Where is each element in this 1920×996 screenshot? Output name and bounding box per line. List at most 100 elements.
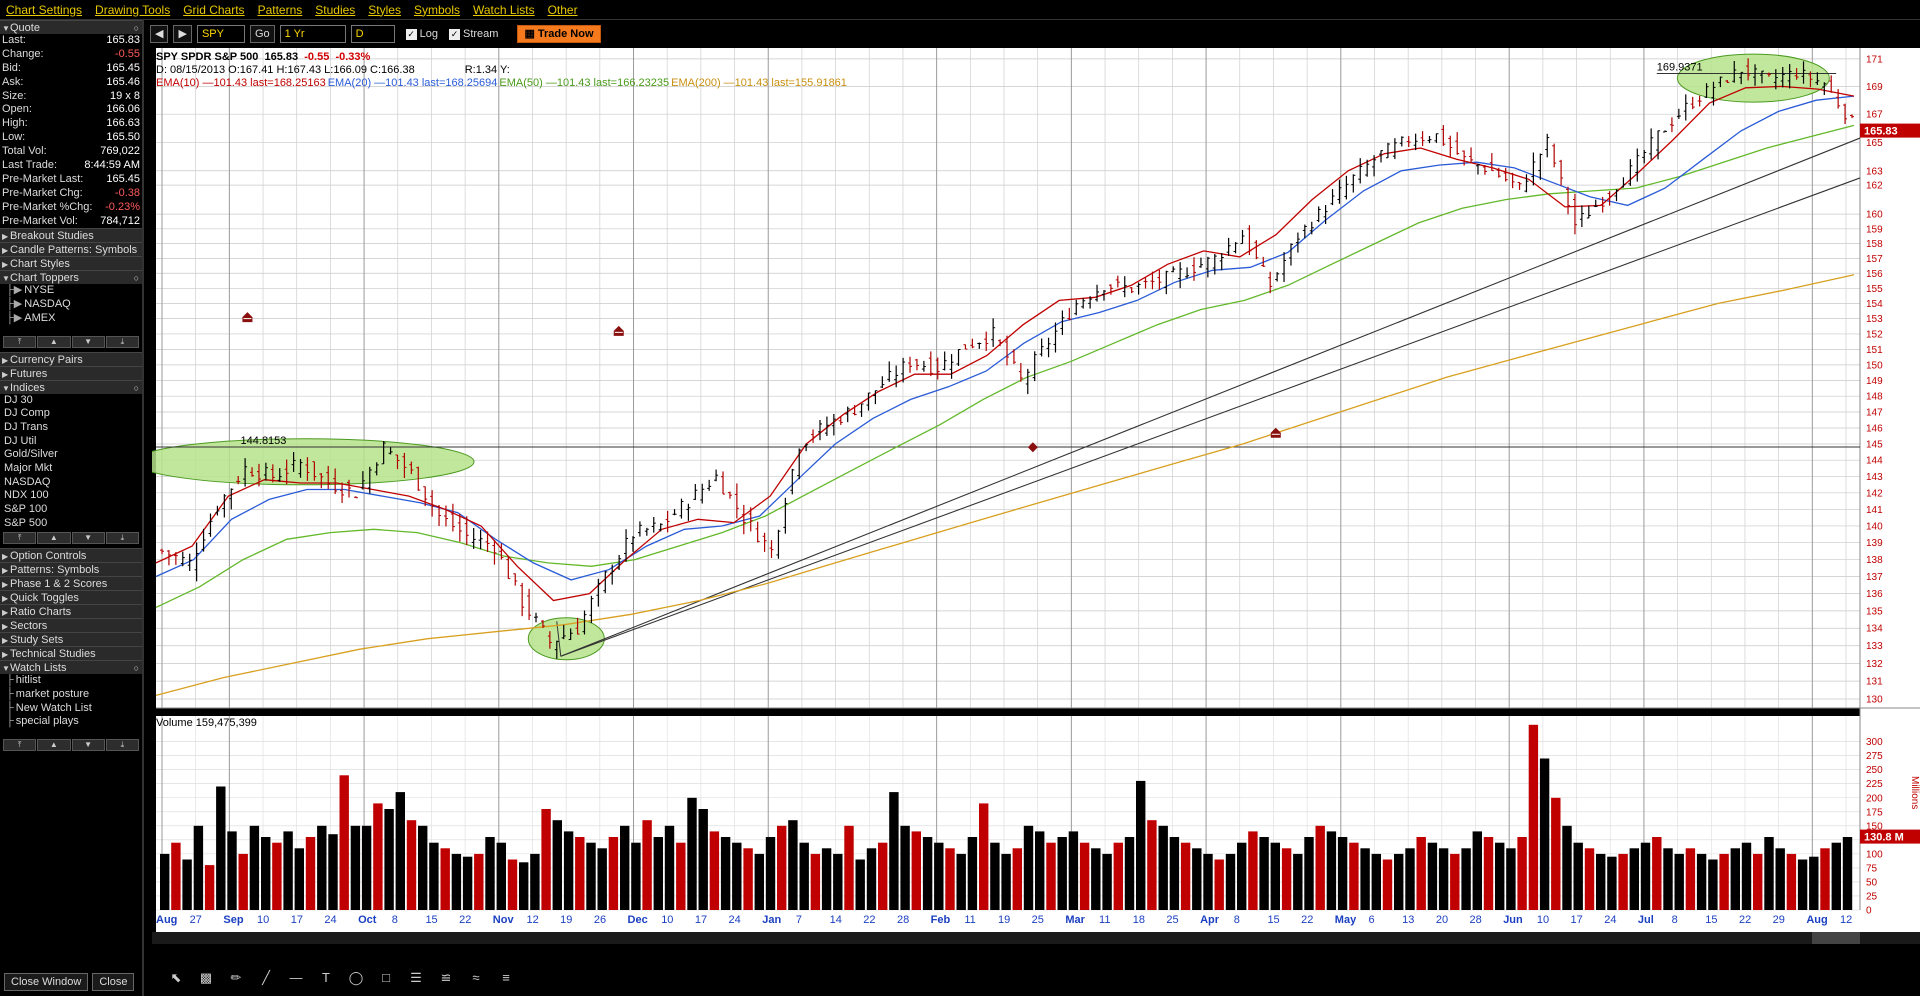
section-item[interactable]: ▶ Chart Styles (0, 256, 142, 271)
menu-item[interactable]: Studies (315, 2, 356, 17)
section-item[interactable]: ▶ Ratio Charts (0, 604, 142, 619)
section-indices[interactable]: ▼Indices ○ (0, 379, 142, 394)
trade-now-button[interactable]: ▦ Trade Now (517, 25, 601, 43)
index-item[interactable]: DJ Util (4, 434, 37, 447)
volume-bar (1057, 837, 1067, 910)
list-nav-button[interactable]: ⤒ (3, 532, 37, 545)
topper-item[interactable]: ├▶ AMEX (0, 312, 142, 326)
volume-bar (1741, 842, 1752, 910)
menu-item[interactable]: Other (547, 2, 578, 17)
section-chart-toppers[interactable]: ▼Chart Toppers ○ (0, 270, 142, 285)
volume-bar (1203, 853, 1213, 910)
quote-label: Size: (2, 89, 27, 102)
interval-select[interactable]: D (350, 25, 395, 43)
topper-item[interactable]: ├▶ NYSE (0, 284, 142, 298)
watch-list-item[interactable]: ├ hitlist (0, 674, 142, 688)
section-item[interactable]: ▶ Technical Studies (0, 646, 142, 661)
options-icon[interactable]: ○ (133, 273, 139, 284)
stream-checkbox[interactable]: ✓ Stream (448, 28, 499, 40)
ellipse-icon[interactable]: ◯ (348, 970, 364, 985)
menu-item[interactable]: Patterns (257, 2, 303, 17)
text-icon[interactable]: T (322, 970, 330, 985)
price-tick-label: 151 (1866, 345, 1883, 356)
section-item[interactable]: ▶ Breakout Studies (0, 228, 142, 243)
lines-icon[interactable]: ≡ (502, 970, 510, 985)
price-chart[interactable]: 1711691671651631621601591581571561551541… (152, 48, 1920, 996)
right-axis (1860, 48, 1920, 918)
last-price-box (1860, 123, 1920, 138)
go-button[interactable]: Go (249, 25, 275, 43)
cursor-icon[interactable]: ⬉ (170, 970, 182, 985)
fib-icon[interactable]: ☰ (410, 970, 422, 985)
symbol-input[interactable]: SPY (196, 25, 245, 43)
list-nav-button[interactable]: ▲ (37, 739, 71, 752)
index-item[interactable]: DJ Comp (4, 407, 50, 420)
line-icon[interactable]: ╱ (262, 970, 270, 985)
fan-icon[interactable]: ≈ (472, 970, 480, 985)
section-item[interactable]: ▶ Quick Toggles (0, 590, 142, 605)
index-item[interactable]: DJ 30 (4, 393, 33, 406)
list-nav-button[interactable]: ⤓ (105, 532, 139, 545)
list-nav-button[interactable]: ▲ (37, 532, 71, 545)
volume-bar (1797, 859, 1808, 910)
index-item[interactable]: S&P 500 (4, 516, 48, 529)
section-item[interactable]: ▶ Sectors (0, 618, 142, 633)
list-nav-button[interactable]: ⤒ (3, 335, 37, 348)
period-select[interactable]: 1 Yr (279, 25, 346, 43)
topper-item[interactable]: ├▶ NASDAQ (0, 298, 142, 312)
select-icon[interactable]: ▩ (199, 970, 213, 985)
back-button[interactable]: ◀ (150, 25, 169, 43)
volume-bar (1573, 842, 1583, 910)
menu-item[interactable]: Symbols (413, 2, 460, 17)
index-item[interactable]: S&P 100 (4, 503, 48, 516)
hline-icon[interactable]: ― (289, 970, 303, 985)
volume-bar (1068, 831, 1079, 910)
section-label: Sectors (10, 620, 48, 633)
menu-item[interactable]: Watch Lists (473, 2, 535, 17)
section-watch-lists[interactable]: ▼Watch Lists ○ (0, 660, 142, 675)
list-nav-button[interactable]: ▼ (71, 532, 105, 545)
watch-list-item[interactable]: ├ special plays (0, 715, 142, 729)
menu-item[interactable]: Styles (368, 2, 401, 17)
log-checkbox[interactable]: ✓ Log (405, 28, 438, 40)
pen-icon[interactable]: ✏ (230, 970, 242, 985)
menu-item[interactable]: Drawing Tools (95, 2, 171, 17)
volume-bar (1483, 837, 1494, 910)
list-nav-button[interactable]: ▲ (37, 335, 71, 348)
watch-list-item[interactable]: ├ market posture (0, 688, 142, 702)
close-window-button[interactable]: Close Window (4, 973, 89, 991)
forward-button[interactable]: ▶ (173, 25, 192, 43)
rect-icon[interactable]: □ (382, 970, 390, 985)
section-item[interactable]: ▶ Phase 1 & 2 Scores (0, 576, 142, 591)
list-nav-button[interactable]: ▼ (71, 739, 105, 752)
price-tick-label: 133 (1866, 641, 1883, 652)
index-item[interactable]: NASDAQ (4, 475, 51, 488)
list-nav-button[interactable]: ⤒ (3, 739, 37, 752)
list-nav-button[interactable]: ⤓ (105, 739, 139, 752)
list-nav-button[interactable]: ▼ (71, 335, 105, 348)
list-nav-button[interactable]: ⤓ (105, 335, 139, 348)
close-button[interactable]: Close (92, 973, 135, 991)
index-item[interactable]: DJ Trans (4, 420, 49, 433)
section-item[interactable]: ▶ Study Sets (0, 632, 142, 647)
menu-item[interactable]: Chart Settings (6, 2, 83, 17)
volume-bar (563, 831, 574, 910)
index-item[interactable]: Gold/Silver (4, 448, 58, 461)
index-item[interactable]: NDX 100 (4, 489, 49, 502)
options-icon[interactable]: ○ (133, 23, 139, 33)
channel-icon[interactable]: ≌ (440, 970, 452, 985)
options-icon[interactable]: ○ (133, 382, 139, 393)
date-tick-label: Mar (1065, 914, 1085, 926)
menu-item[interactable]: Grid Charts (183, 2, 245, 17)
index-item[interactable]: Major Mkt (4, 461, 53, 474)
volume-tick-label: 300 (1866, 737, 1883, 748)
section-quote[interactable]: ▼Quote ○ (0, 20, 142, 34)
price-tick-label: 169 (1866, 82, 1883, 93)
options-icon[interactable]: ○ (133, 663, 139, 674)
section-item[interactable]: ▶ Option Controls (0, 548, 142, 563)
section-item[interactable]: ▶ Candle Patterns: Symbols (0, 242, 142, 257)
section-item[interactable]: ▶ Currency Pairs (0, 351, 142, 366)
watch-list-item[interactable]: ├ New Watch List (0, 702, 142, 716)
section-item[interactable]: ▶ Futures (0, 365, 142, 380)
section-item[interactable]: ▶ Patterns: Symbols (0, 562, 142, 577)
